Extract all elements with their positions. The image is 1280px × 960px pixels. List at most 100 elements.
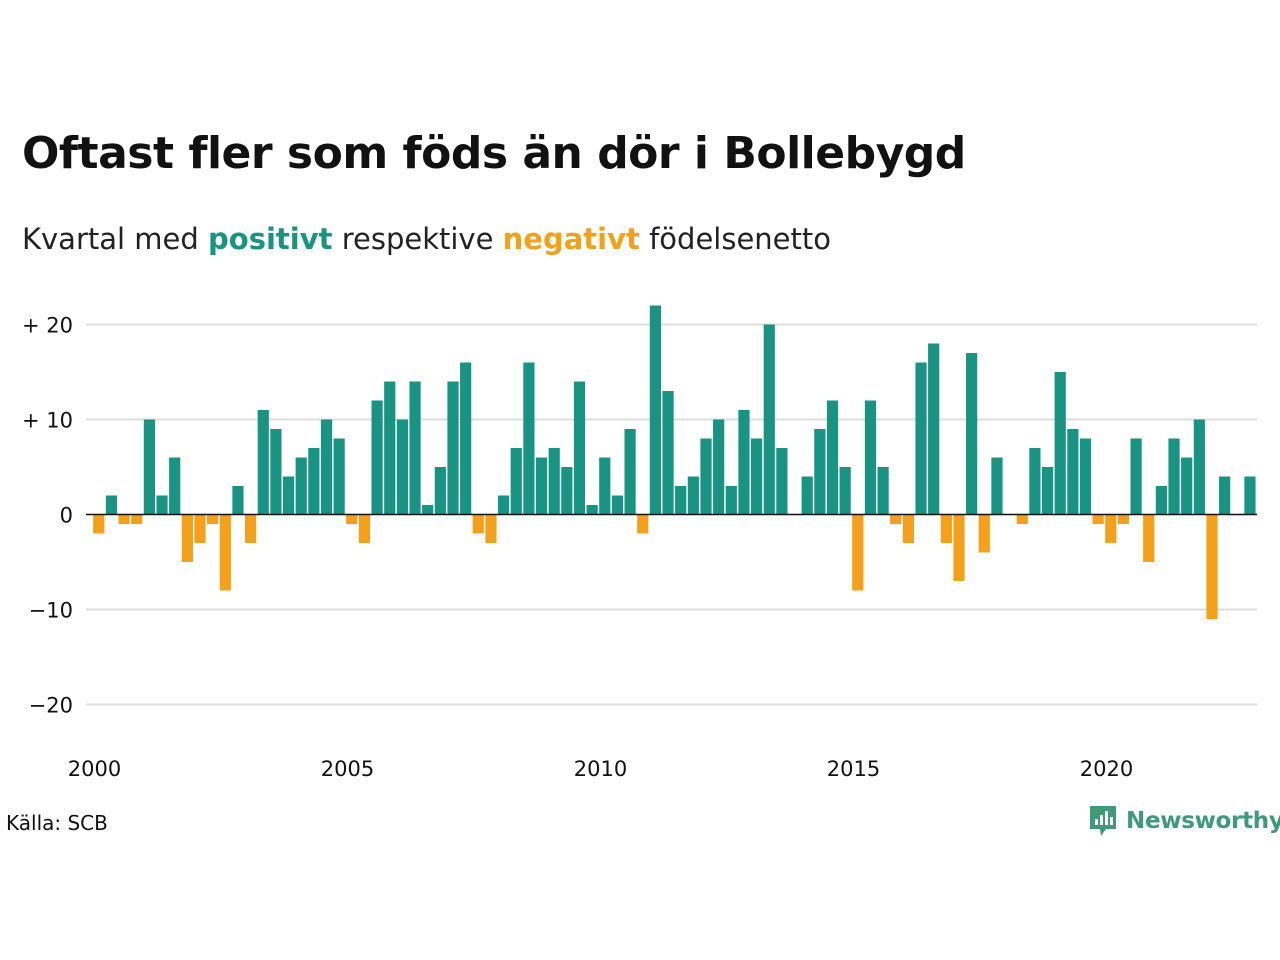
bar [738,410,750,515]
bar [1105,514,1117,543]
bar [915,362,927,515]
bar [953,514,965,581]
bar [902,514,914,543]
bar [1029,448,1041,515]
bar [143,419,155,515]
bar [105,495,118,515]
bar [384,381,396,515]
bar [687,476,699,515]
x-tick-label: 2005 [321,757,374,781]
bar [826,400,839,515]
subtitle-negative-keyword: negativt [502,222,640,256]
bar [257,410,269,515]
bar [890,514,902,524]
x-tick-label: 2010 [574,757,627,781]
bar [751,438,763,515]
bar [1219,476,1231,515]
bar [523,362,535,515]
x-tick-label: 2015 [827,757,880,781]
bar [169,457,181,515]
bar [1181,457,1193,515]
bar [966,353,978,515]
bar [156,495,168,515]
y-tick-label: + 10 [22,409,73,433]
bar [131,514,143,524]
subtitle-suffix: födelsenetto [639,222,831,256]
bar [1168,438,1180,515]
bar [371,400,383,515]
bar [991,457,1003,515]
bar [839,467,851,515]
bar [940,514,952,543]
subtitle-middle: respektive [332,222,503,256]
bar [535,457,548,515]
bar [978,514,990,553]
bar [194,514,206,543]
bar [245,514,257,543]
x-tick-label: 2000 [68,757,121,781]
bar [498,495,510,515]
bar [1206,514,1218,619]
subtitle-positive-keyword: positivt [208,222,333,256]
bar [118,514,130,524]
bar [460,362,472,515]
newsworthy-chart-bubble-icon [1090,806,1116,836]
bar [611,495,624,515]
bar [295,457,307,515]
bar [396,419,408,515]
bar [93,514,105,534]
y-tick-label: −20 [29,694,73,718]
bar [409,381,421,515]
bar [573,381,586,515]
bar [232,486,244,515]
bar [1079,438,1092,515]
bar [548,448,560,515]
bar [1117,514,1130,524]
bar [1067,429,1079,515]
bar [1041,467,1054,515]
logo-text: Newsworthy [1126,808,1280,834]
bar [282,476,295,515]
bar [1244,476,1256,515]
bar [561,467,573,515]
bar [599,457,611,515]
chart-title: Oftast fler som föds än dör i Bollebygd [22,128,966,179]
bar [713,419,725,515]
bar [649,305,661,515]
bar [814,429,826,515]
subtitle-prefix: Kvartal med [22,222,209,256]
bar [422,505,434,515]
bar [637,514,649,534]
bar [308,448,320,515]
bar [1130,438,1142,515]
bar [447,381,459,515]
bar [1092,514,1104,524]
bar [320,419,333,515]
y-tick-label: + 20 [22,314,73,338]
y-tick-label: 0 [60,504,73,528]
bar [1155,486,1167,515]
bar [586,505,598,515]
bar [675,486,687,515]
bar [434,467,446,515]
bar [1143,514,1155,562]
bar [219,514,231,591]
bar [181,514,193,562]
bar [852,514,864,591]
bar [1054,372,1066,515]
bar [700,438,712,515]
bar [864,400,877,515]
bar [207,514,219,524]
bar [725,486,737,515]
x-tick-label: 2020 [1080,757,1133,781]
bar [485,514,497,543]
bar [472,514,484,534]
bar [877,467,889,515]
bar [270,429,282,515]
bar [1193,419,1205,515]
bar [928,343,940,515]
bar [346,514,358,524]
y-tick-label: −10 [29,599,73,623]
bar [510,448,522,515]
source-note: Källa: SCB [6,811,108,835]
